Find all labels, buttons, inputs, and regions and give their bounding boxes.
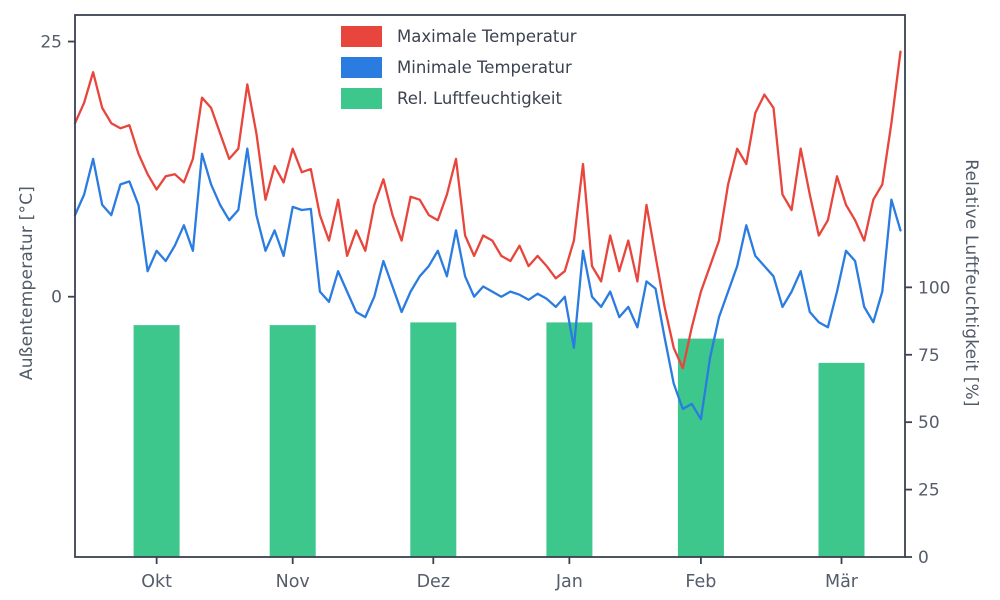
right-tick-label: 0 — [918, 548, 929, 568]
right-axis-label: Relative Luftfeuchtigkeit [%] — [961, 159, 981, 407]
humidity-bar-Mär — [818, 362, 865, 557]
max-temp-swatch-icon — [341, 26, 382, 47]
left-tick-label: 25 — [40, 33, 62, 53]
legend-label-min-temp: Minimale Temperatur — [397, 58, 572, 77]
x-tick-label: Okt — [141, 572, 172, 592]
right-tick-label: 50 — [918, 413, 940, 433]
right-tick-label: 75 — [918, 346, 940, 366]
legend-label-max-temp: Maximale Temperatur — [397, 27, 577, 46]
humidity-bar-Feb — [677, 338, 724, 557]
plot-border — [74, 14, 906, 558]
humidity-bar-Dez — [410, 322, 457, 557]
x-tick-label: Jan — [555, 572, 583, 592]
right-tick-label: 100 — [918, 278, 950, 298]
humidity-bar-Nov — [269, 325, 316, 557]
min-temp-line — [73, 147, 902, 421]
x-tick-label: Dez — [417, 572, 450, 592]
legend: Maximale Temperatur Minimale Temperatur … — [341, 26, 577, 109]
legend-item-max-temp: Maximale Temperatur — [341, 26, 577, 47]
x-tick-label: Feb — [685, 572, 716, 592]
legend-label-humidity: Rel. Luftfeuchtigkeit — [397, 89, 562, 108]
x-tick-label: Mär — [825, 572, 859, 592]
max-temp-line — [73, 50, 902, 370]
humidity-bar-Okt — [133, 325, 180, 557]
legend-item-min-temp: Minimale Temperatur — [341, 57, 577, 78]
right-tick-label: 25 — [918, 481, 940, 501]
humidity-bar-Jan — [546, 322, 593, 557]
x-tick-label: Nov — [276, 572, 310, 592]
humidity-swatch-icon — [341, 88, 382, 109]
min-temp-swatch-icon — [341, 57, 382, 78]
left-axis-label: Außentemperatur [°C] — [17, 185, 37, 381]
left-tick-label: 0 — [51, 288, 62, 308]
legend-item-humidity: Rel. Luftfeuchtigkeit — [341, 88, 577, 109]
